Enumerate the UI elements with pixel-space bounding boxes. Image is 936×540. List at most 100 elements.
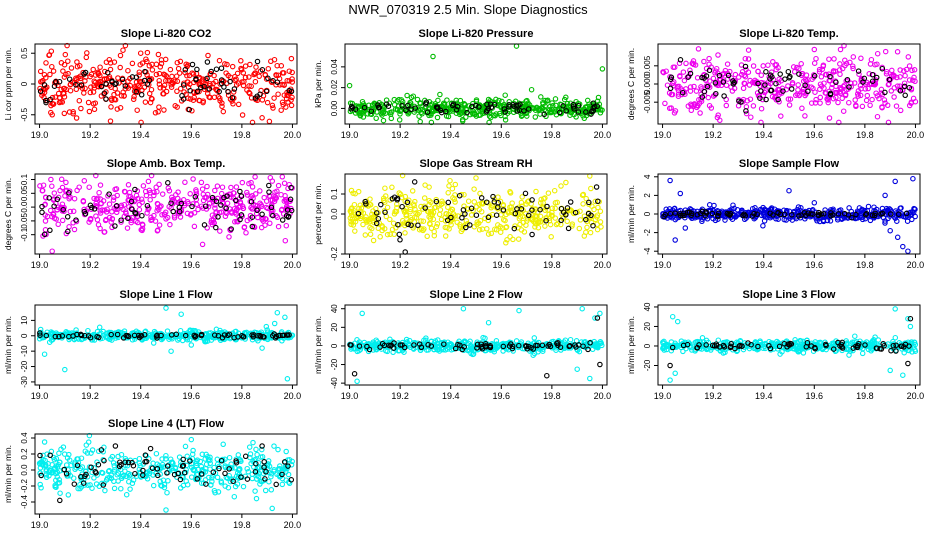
data-point [699,74,705,81]
data-point [457,224,464,230]
x-tick-label: 20.0 [594,260,612,270]
data-point [593,184,600,190]
data-point [130,96,137,103]
data-point [677,210,683,217]
data-point [133,88,139,95]
data-point [669,80,676,87]
data-point [212,214,218,220]
data-point [231,86,238,92]
data-point [262,487,269,494]
data-point [142,188,149,195]
data-point [415,222,421,229]
data-point [172,103,178,109]
data-point [901,80,908,86]
series-selected [37,58,295,113]
data-point [523,342,529,349]
data-point [811,200,818,206]
data-point [766,342,772,349]
x-tick-label: 19.0 [341,260,359,270]
data-point [98,83,105,90]
data-point [802,82,808,89]
data-point [189,108,195,114]
data-point [420,218,427,224]
data-point [120,47,126,53]
data-point [161,107,167,113]
data-point [204,183,210,190]
data-point [42,85,49,92]
data-point [490,193,496,200]
data-point [404,92,410,99]
data-point [420,227,426,234]
data-point [699,335,706,341]
x-tick-label: 19.8 [233,520,251,530]
data-point [160,85,167,91]
data-point [87,216,94,222]
data-point [122,42,129,49]
data-point [386,100,393,106]
data-point [118,219,124,225]
data-point [168,200,174,206]
data-point [579,192,586,198]
data-point [193,333,199,339]
data-point [444,97,450,103]
figure-title: NWR_070319 2.5 Min. Slope Diagnostics [348,2,588,17]
data-point [161,211,168,218]
data-point [218,77,225,83]
data-point [667,85,674,92]
data-point [254,58,261,65]
data-point [851,80,858,86]
data-point [567,199,574,205]
data-point [132,209,138,216]
data-point [529,197,535,203]
data-point [836,119,842,126]
data-point [348,206,355,212]
data-point [246,444,253,450]
y-tick-label: -20 [643,359,652,371]
data-point [422,205,428,211]
data-point [221,194,227,201]
data-point [182,69,188,76]
data-point [397,342,404,348]
data-point [42,194,49,200]
plot-frame [34,43,298,125]
data-point [668,343,675,350]
data-point [248,95,255,101]
data-point [93,196,100,203]
data-point [544,203,550,210]
data-point [764,210,770,216]
data-point [86,432,93,439]
series-selected [348,99,600,118]
data-point [120,89,126,95]
data-point [785,96,792,102]
data-point [716,72,723,79]
data-point [74,331,80,338]
data-point [113,203,120,209]
data-point [136,201,143,208]
data-point [188,211,194,217]
data-point [891,85,898,91]
data-point [583,229,589,236]
data-point [220,108,227,115]
data-point [910,209,917,216]
data-point [121,328,128,334]
data-point [572,209,579,216]
y-tick-label: 4 [643,174,652,179]
data-point [701,58,707,65]
data-point [739,69,746,75]
data-point [125,182,132,188]
data-point [66,76,73,82]
data-point [839,65,846,72]
data-point [818,74,825,80]
panel-title: Slope Line 1 Flow [120,289,213,301]
data-point [847,59,853,66]
data-point [399,172,406,179]
data-point [449,185,456,192]
data-point [677,190,684,197]
data-point [772,62,778,68]
data-point [836,67,843,73]
data-point [167,66,174,73]
y-axis-label: kPa per min. [313,60,323,108]
data-point [355,188,362,195]
data-point [60,90,67,97]
data-point [715,112,721,118]
